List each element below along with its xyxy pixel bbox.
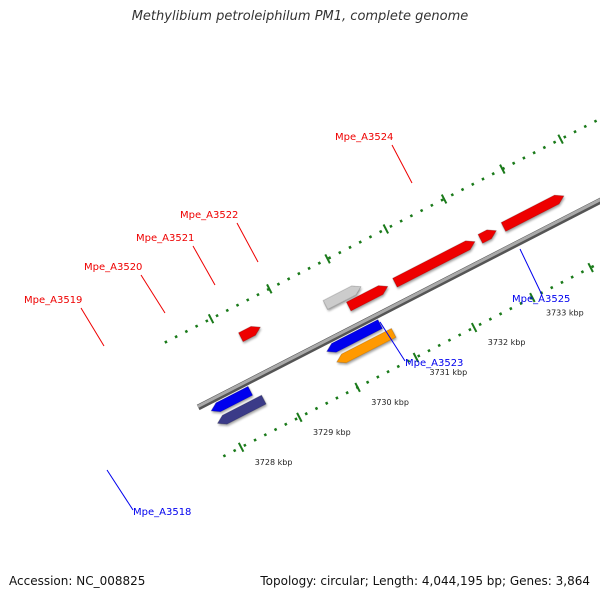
scale-label: 3728 kbp bbox=[255, 458, 293, 467]
gene-label[interactable]: Mpe_A3518 bbox=[133, 507, 191, 518]
gene-arrow[interactable] bbox=[325, 319, 383, 356]
scale-label: 3733 kbp bbox=[546, 308, 584, 317]
major-tick bbox=[207, 313, 215, 324]
gene-arrow[interactable] bbox=[215, 394, 267, 428]
major-tick bbox=[382, 224, 389, 234]
gene-labels: Mpe_A3524 Mpe_A3522 Mpe_A3521 Mpe_A3520 Mpe_… bbox=[24, 132, 570, 518]
major-tick bbox=[587, 262, 594, 273]
genome-summary: Topology: circular; Length: 4,044,195 bp… bbox=[260, 574, 590, 588]
scale-labels: 3728 kbp 3729 kbp 3730 kbp 3731 kbp 3732 kbp… bbox=[255, 308, 584, 467]
gene-arrow[interactable] bbox=[392, 237, 478, 288]
major-tick bbox=[296, 412, 303, 423]
gene-arrow[interactable] bbox=[322, 282, 363, 310]
scale-label: 3729 kbp bbox=[313, 428, 351, 437]
gene-arrow[interactable] bbox=[238, 323, 262, 343]
gene-leader-line bbox=[80, 307, 105, 347]
gene-leader-line bbox=[519, 248, 543, 296]
major-tick bbox=[440, 194, 448, 204]
gene-leader-line bbox=[391, 144, 413, 184]
major-tick bbox=[499, 164, 506, 174]
gene-arrow[interactable] bbox=[500, 191, 566, 232]
gene-leader-line bbox=[140, 274, 166, 314]
backbone-shadow bbox=[196, 71, 600, 411]
major-tick bbox=[557, 134, 564, 145]
track-layer: 3728 kbp 3729 kbp 3730 kbp 3731 kbp 3732 kbp… bbox=[164, 7, 600, 467]
gene-label[interactable]: Mpe_A3523 bbox=[405, 358, 463, 369]
major-tick bbox=[412, 352, 420, 363]
gene-arrow[interactable] bbox=[209, 385, 254, 415]
gene-label[interactable]: Mpe_A3520 bbox=[84, 262, 142, 273]
gene-label[interactable]: Mpe_A3524 bbox=[335, 132, 393, 143]
gene-label[interactable]: Mpe_A3519 bbox=[24, 295, 82, 306]
major-tick bbox=[324, 253, 331, 264]
gene-arrow[interactable] bbox=[477, 226, 499, 244]
major-tick bbox=[266, 283, 273, 294]
major-tick bbox=[354, 382, 361, 393]
scale-label: 3731 kbp bbox=[429, 368, 467, 377]
gene-leader-line bbox=[379, 321, 406, 362]
gene-leader-line bbox=[236, 222, 259, 263]
accession-label: Accession: NC_008825 bbox=[9, 574, 146, 588]
gene-label[interactable]: Mpe_A3521 bbox=[136, 233, 194, 244]
gene-leader-line bbox=[192, 245, 216, 286]
lower-scale-dots bbox=[222, 121, 600, 458]
gene-leader-line bbox=[106, 469, 134, 511]
major-tick bbox=[470, 322, 478, 333]
gene-arrow[interactable] bbox=[334, 328, 397, 366]
gene-features bbox=[209, 191, 566, 428]
gene-label[interactable]: Mpe_A3525 bbox=[512, 294, 570, 305]
scale-label: 3732 kbp bbox=[488, 338, 526, 347]
backbone bbox=[197, 71, 600, 408]
map-title: Methylibium petroleiphilum PM1, complete… bbox=[131, 9, 469, 24]
scale-ticks bbox=[207, 134, 594, 453]
scale-label: 3730 kbp bbox=[371, 398, 409, 407]
major-tick bbox=[529, 292, 536, 303]
major-tick bbox=[237, 442, 245, 453]
gene-label[interactable]: Mpe_A3522 bbox=[180, 210, 238, 221]
gene-arrow[interactable] bbox=[345, 282, 390, 312]
